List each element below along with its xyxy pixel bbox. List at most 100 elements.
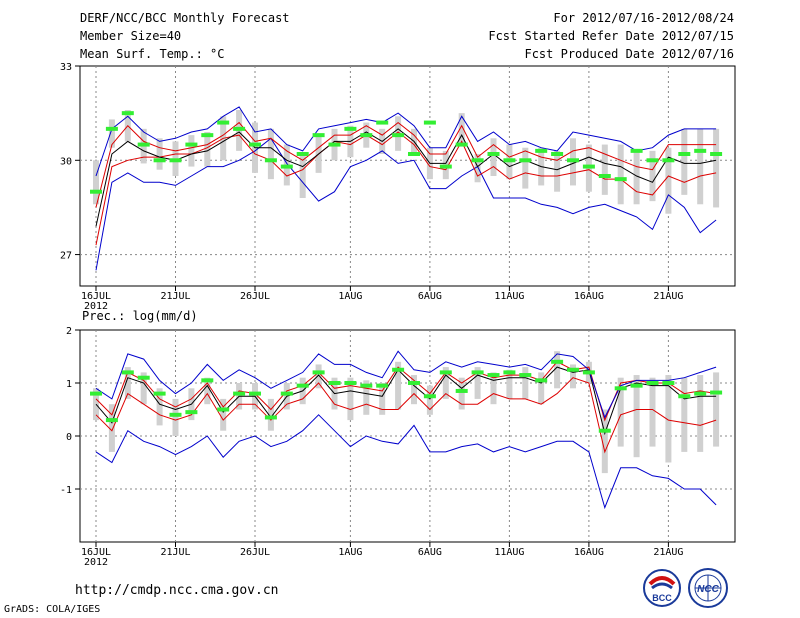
temp-ensemble-box (713, 128, 720, 208)
precip-marker (296, 383, 309, 388)
temp-ensemble-box (665, 147, 672, 214)
temp-marker (328, 142, 341, 147)
temp-marker (519, 158, 532, 163)
precip-ensemble-box (713, 372, 720, 447)
precip-marker (662, 381, 675, 385)
temp-marker (662, 158, 675, 163)
precip-xtick-label: 11AUG (494, 547, 524, 558)
temp-ensemble-box (554, 150, 561, 192)
precip-marker (439, 370, 452, 375)
source-url[interactable]: http://cmdp.ncc.cma.gov.cn (75, 583, 279, 598)
temp-xtick-label: 26JUL (240, 291, 270, 302)
temp-ensemble-box (522, 147, 529, 189)
precip-marker (455, 388, 468, 393)
precip-series-min (95, 414, 717, 510)
chart-title: DERF/NCC/BCC Monthly Forecast (80, 11, 290, 25)
precip-marker (153, 391, 166, 396)
precip-xtick-label: 21JUL (160, 547, 190, 558)
temp-ytick-label: 33 (60, 62, 72, 73)
precip-ensemble-box (108, 404, 115, 452)
temp-marker (694, 148, 707, 153)
precip-ensemble-box (601, 409, 608, 474)
precip-marker (582, 370, 595, 375)
temp-ensemble-box (601, 144, 608, 195)
precip-ytick-label: 2 (66, 326, 72, 337)
precip-xtick-label: 26JUL (240, 547, 270, 558)
precip-marker (535, 378, 548, 383)
temp-marker (249, 142, 261, 147)
precip-ensemble-box (379, 383, 386, 415)
precip-label: Prec.: log(mm/d) (82, 309, 198, 323)
precip-ensemble-box (522, 367, 529, 399)
precip-ensemble-box (267, 398, 274, 431)
precip-ensemble-box (220, 398, 227, 431)
precip-marker (598, 428, 611, 433)
precip-marker (90, 391, 102, 396)
precip-ensemble-box (570, 364, 576, 389)
temp-ytick-label: 30 (60, 156, 72, 167)
precip-marker (344, 381, 357, 385)
precip-marker (503, 370, 516, 375)
precip-marker (249, 391, 261, 396)
variable-label: Mean Surf. Temp.: °C (80, 47, 225, 61)
temp-marker (137, 142, 150, 147)
precip-marker (471, 370, 484, 375)
precip-ensemble-box (554, 351, 561, 389)
precip-ensemble-box (442, 367, 449, 399)
temp-marker (217, 120, 230, 125)
precip-ensemble-box (315, 364, 322, 389)
temp-marker (678, 152, 691, 156)
precip-marker (614, 386, 627, 391)
precip-ensemble-box (649, 377, 656, 447)
temp-ensemble-box (649, 150, 656, 202)
precip-ensemble-box (204, 377, 211, 405)
temp-xtick-year: 2012 (84, 301, 108, 312)
precip-marker (551, 359, 564, 364)
precip-ensemble-box (363, 380, 370, 415)
temp-xtick-label: 1AUG (338, 291, 362, 302)
forecast-period: For 2012/07/16-2012/08/24 (553, 11, 734, 25)
temp-xtick-label: 21AUG (653, 291, 683, 302)
precip-marker (646, 381, 659, 385)
temp-xtick-label: 11AUG (494, 291, 524, 302)
temp-marker (296, 152, 309, 156)
precip-ensemble-box (124, 367, 131, 399)
temp-marker (376, 120, 389, 125)
temp-ytick-label: 27 (60, 251, 72, 262)
temp-marker (567, 158, 579, 163)
temp-ensemble-box (188, 135, 195, 167)
temp-marker (503, 158, 516, 163)
temp-xtick-label: 16JUL (81, 291, 111, 302)
forecast-produced-date: Fcst Produced Date 2012/07/16 (524, 47, 734, 61)
precip-ensemble-box (347, 377, 354, 421)
precip-marker (185, 410, 198, 415)
temp-ensemble-box (681, 128, 688, 195)
precip-marker (217, 407, 230, 412)
temp-ensemble-box (267, 128, 274, 180)
temp-ensemble-box (108, 119, 115, 148)
temp-ensemble-box (633, 150, 640, 205)
precip-ensemble-box (156, 388, 163, 426)
temp-series-p_high (95, 121, 717, 208)
precip-ensemble-box (172, 398, 179, 436)
precip-ensemble-box (633, 375, 640, 458)
temp-ensemble-box (617, 144, 624, 205)
temp-marker (551, 152, 564, 156)
temp-marker (582, 164, 595, 169)
temp-marker (121, 111, 134, 116)
temp-marker (360, 133, 373, 138)
temp-marker (264, 158, 277, 163)
precip-ensemble-box (426, 385, 433, 415)
temp-series-max (95, 137, 717, 271)
temp-marker (487, 152, 500, 156)
precip-marker (392, 367, 405, 372)
temp-marker (185, 142, 198, 147)
forecast-started-date: Fcst Started Refer Date 2012/07/15 (488, 29, 734, 43)
temp-marker (598, 174, 611, 178)
temp-marker (535, 148, 548, 153)
precip-marker (233, 391, 246, 396)
temp-marker (408, 152, 420, 156)
precip-series-p_low (95, 377, 717, 454)
precip-marker (519, 373, 532, 378)
